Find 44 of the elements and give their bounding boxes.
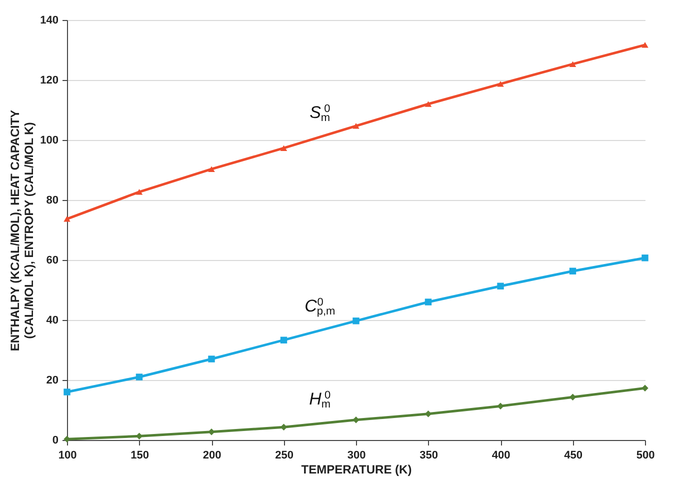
x-tick-label: 300 (347, 450, 366, 462)
point (497, 402, 504, 410)
y-tick-label: 100 (40, 134, 58, 146)
point (424, 101, 432, 107)
point (352, 122, 360, 129)
x-axis-title: TEMPERATURE (K) (301, 462, 412, 476)
point (280, 424, 288, 430)
point (424, 410, 432, 418)
x-tick-label: 250 (275, 450, 294, 462)
point (208, 356, 215, 362)
point (424, 298, 432, 306)
point (642, 254, 648, 262)
x-tick-label: 450 (564, 450, 582, 462)
y-tick-label: 120 (40, 74, 58, 86)
point (569, 394, 576, 400)
x-tick-label: 500 (636, 450, 655, 462)
y-tick-label: 140 (40, 14, 58, 26)
point (352, 416, 360, 424)
point (64, 388, 70, 396)
point (352, 318, 360, 324)
y-tick-label: 0 (52, 434, 58, 446)
point (497, 282, 504, 290)
y-tick-label: 20 (46, 374, 58, 386)
x-tick-label: 100 (58, 450, 77, 462)
point (136, 374, 143, 380)
y-tick-label: 60 (46, 254, 58, 266)
y-tick-label: 80 (46, 194, 58, 206)
y-tick-label: 40 (46, 314, 58, 326)
point (569, 268, 576, 274)
point (136, 188, 143, 195)
x-tick-label: 150 (130, 450, 149, 462)
point (497, 80, 504, 87)
point (642, 42, 648, 48)
point (64, 216, 70, 222)
point (642, 384, 648, 392)
x-tick-label: 400 (492, 450, 510, 462)
point (208, 166, 215, 172)
point (569, 61, 576, 68)
x-tick-label: 350 (420, 450, 438, 462)
x-tick-label: 200 (202, 450, 222, 462)
point (280, 336, 288, 344)
point (208, 428, 215, 436)
point (280, 145, 288, 152)
y-axis-title: ENTHALPY (KCAL/MOL), HEAT CAPACITY (CAL/MOL K), ENTROPY (CAL/MOL K) (8, 110, 36, 352)
